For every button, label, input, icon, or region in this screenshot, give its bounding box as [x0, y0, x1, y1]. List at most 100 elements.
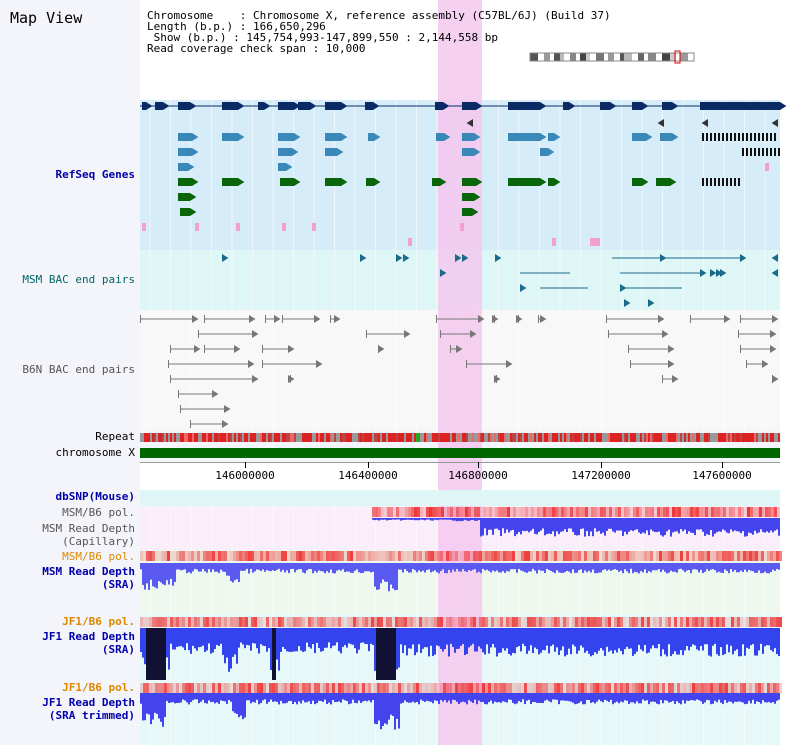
- read-depth-bar: [234, 628, 236, 655]
- track-label-jf1-rd-trim[interactable]: JF1 Read Depth: [42, 696, 135, 709]
- pol-mark: [491, 683, 494, 693]
- pol-mark: [425, 617, 428, 627]
- read-depth-bar: [192, 563, 194, 572]
- pol-mark: [386, 617, 389, 627]
- repeat-mark: [452, 433, 454, 442]
- read-depth-bar: [580, 693, 582, 702]
- repeat-mark: [522, 433, 524, 442]
- track-label-jf1-b6-pol-2[interactable]: JF1/B6 pol.: [62, 681, 135, 694]
- read-depth-bar: [154, 563, 156, 588]
- read-depth-bar: [332, 563, 334, 574]
- read-depth-bar: [752, 628, 754, 645]
- pol-mark: [227, 683, 230, 693]
- track-label-msm-rd-cap[interactable]: MSM Read Depth: [42, 522, 135, 535]
- read-depth-bar: [720, 628, 722, 648]
- gene-exon: [432, 178, 440, 186]
- ideogram-band: [564, 53, 570, 61]
- read-depth-bar: [488, 563, 490, 572]
- pol-mark: [719, 683, 722, 693]
- ideogram-band: [620, 53, 624, 61]
- read-depth-bar: [302, 693, 304, 701]
- feature-arrow: [642, 178, 649, 186]
- repeat-mark: [170, 433, 172, 442]
- track-label-msm-rd-sra-sub: (SRA): [101, 578, 135, 591]
- read-depth-bar: [738, 518, 740, 532]
- pol-mark: [158, 683, 161, 693]
- read-depth-bar: [678, 518, 680, 534]
- pol-mark: [263, 683, 266, 693]
- read-depth-bar: [724, 693, 726, 701]
- read-depth-bar: [558, 563, 560, 573]
- track-label-b6n-bac[interactable]: B6N BAC end pairs: [22, 363, 135, 376]
- read-depth-bar: [770, 563, 772, 573]
- read-depth-bar: [662, 628, 664, 650]
- read-depth-bar: [440, 628, 442, 649]
- track-label-msm-b6-pol-2[interactable]: MSM/B6 pol.: [62, 550, 135, 563]
- track-label-dbsnp[interactable]: dbSNP(Mouse): [55, 490, 135, 503]
- pol-mark: [660, 507, 663, 517]
- gene-exon: [278, 148, 292, 156]
- read-depth-bar: [710, 693, 712, 705]
- repeat-mark: [722, 433, 724, 442]
- repeat-mark: [576, 433, 578, 442]
- read-depth-bar: [476, 563, 478, 573]
- pol-mark: [759, 507, 762, 517]
- pol-mark: [701, 551, 704, 561]
- track-label-jf1-b6-pol-1[interactable]: JF1/B6 pol.: [62, 615, 135, 628]
- pol-mark: [164, 683, 167, 693]
- track-label-jf1-rd-sra[interactable]: JF1 Read Depth: [42, 630, 135, 643]
- pol-mark: [650, 683, 653, 693]
- pol-mark: [713, 683, 716, 693]
- read-depth-bar: [160, 693, 162, 722]
- pol-mark: [584, 617, 587, 627]
- read-depth-bar: [280, 628, 282, 652]
- pol-mark: [380, 551, 383, 561]
- read-depth-bar: [702, 693, 704, 704]
- read-depth-bar: [242, 563, 244, 571]
- read-depth-bar: [704, 518, 706, 536]
- read-depth-bar: [416, 693, 418, 703]
- read-depth-bar: [572, 693, 574, 703]
- read-depth-bar: [504, 628, 506, 651]
- gene-exon: [758, 133, 760, 141]
- read-depth-bar: [480, 693, 482, 702]
- read-depth-bar: [380, 563, 382, 584]
- read-depth-bar: [670, 563, 672, 571]
- pol-mark: [326, 617, 329, 627]
- track-label-repeat[interactable]: Repeat: [95, 430, 135, 443]
- pol-mark: [542, 551, 545, 561]
- track-label-chromosome[interactable]: chromosome X: [55, 446, 135, 459]
- repeat-mark: [758, 433, 760, 442]
- track-label-msm-rd-sra[interactable]: MSM Read Depth: [42, 565, 135, 578]
- read-depth-bar: [702, 628, 704, 651]
- read-depth-bar: [254, 628, 256, 644]
- repeat-mark: [178, 433, 180, 442]
- read-depth-bar: [276, 563, 278, 570]
- read-depth-bar: [712, 628, 714, 646]
- pol-mark: [254, 617, 257, 627]
- pol-mark: [272, 683, 275, 693]
- repeat-mark: [370, 433, 372, 442]
- read-depth-bar: [362, 628, 364, 643]
- repeat-mark: [514, 433, 516, 442]
- pol-mark: [479, 551, 482, 561]
- pol-mark: [473, 617, 476, 627]
- read-depth-bar: [612, 628, 614, 654]
- bac-end: [366, 330, 367, 338]
- feature-arrow: [492, 315, 499, 323]
- repeat-mark: [540, 433, 542, 442]
- read-depth-bar: [656, 518, 658, 533]
- repeat-mark: [580, 433, 582, 442]
- track-label-msm-b6-pol-1[interactable]: MSM/B6 pol.: [62, 506, 135, 519]
- track-label-msm-bac[interactable]: MSM BAC end pairs: [22, 273, 135, 286]
- pol-mark: [686, 683, 689, 693]
- read-depth-bar: [498, 563, 500, 573]
- read-depth-bar: [318, 628, 320, 649]
- read-depth-bar: [648, 628, 650, 653]
- pol-mark: [266, 617, 269, 627]
- track-label-refseq[interactable]: RefSeq Genes: [55, 168, 135, 181]
- read-depth-bar: [272, 563, 274, 571]
- read-depth-bar: [646, 693, 648, 701]
